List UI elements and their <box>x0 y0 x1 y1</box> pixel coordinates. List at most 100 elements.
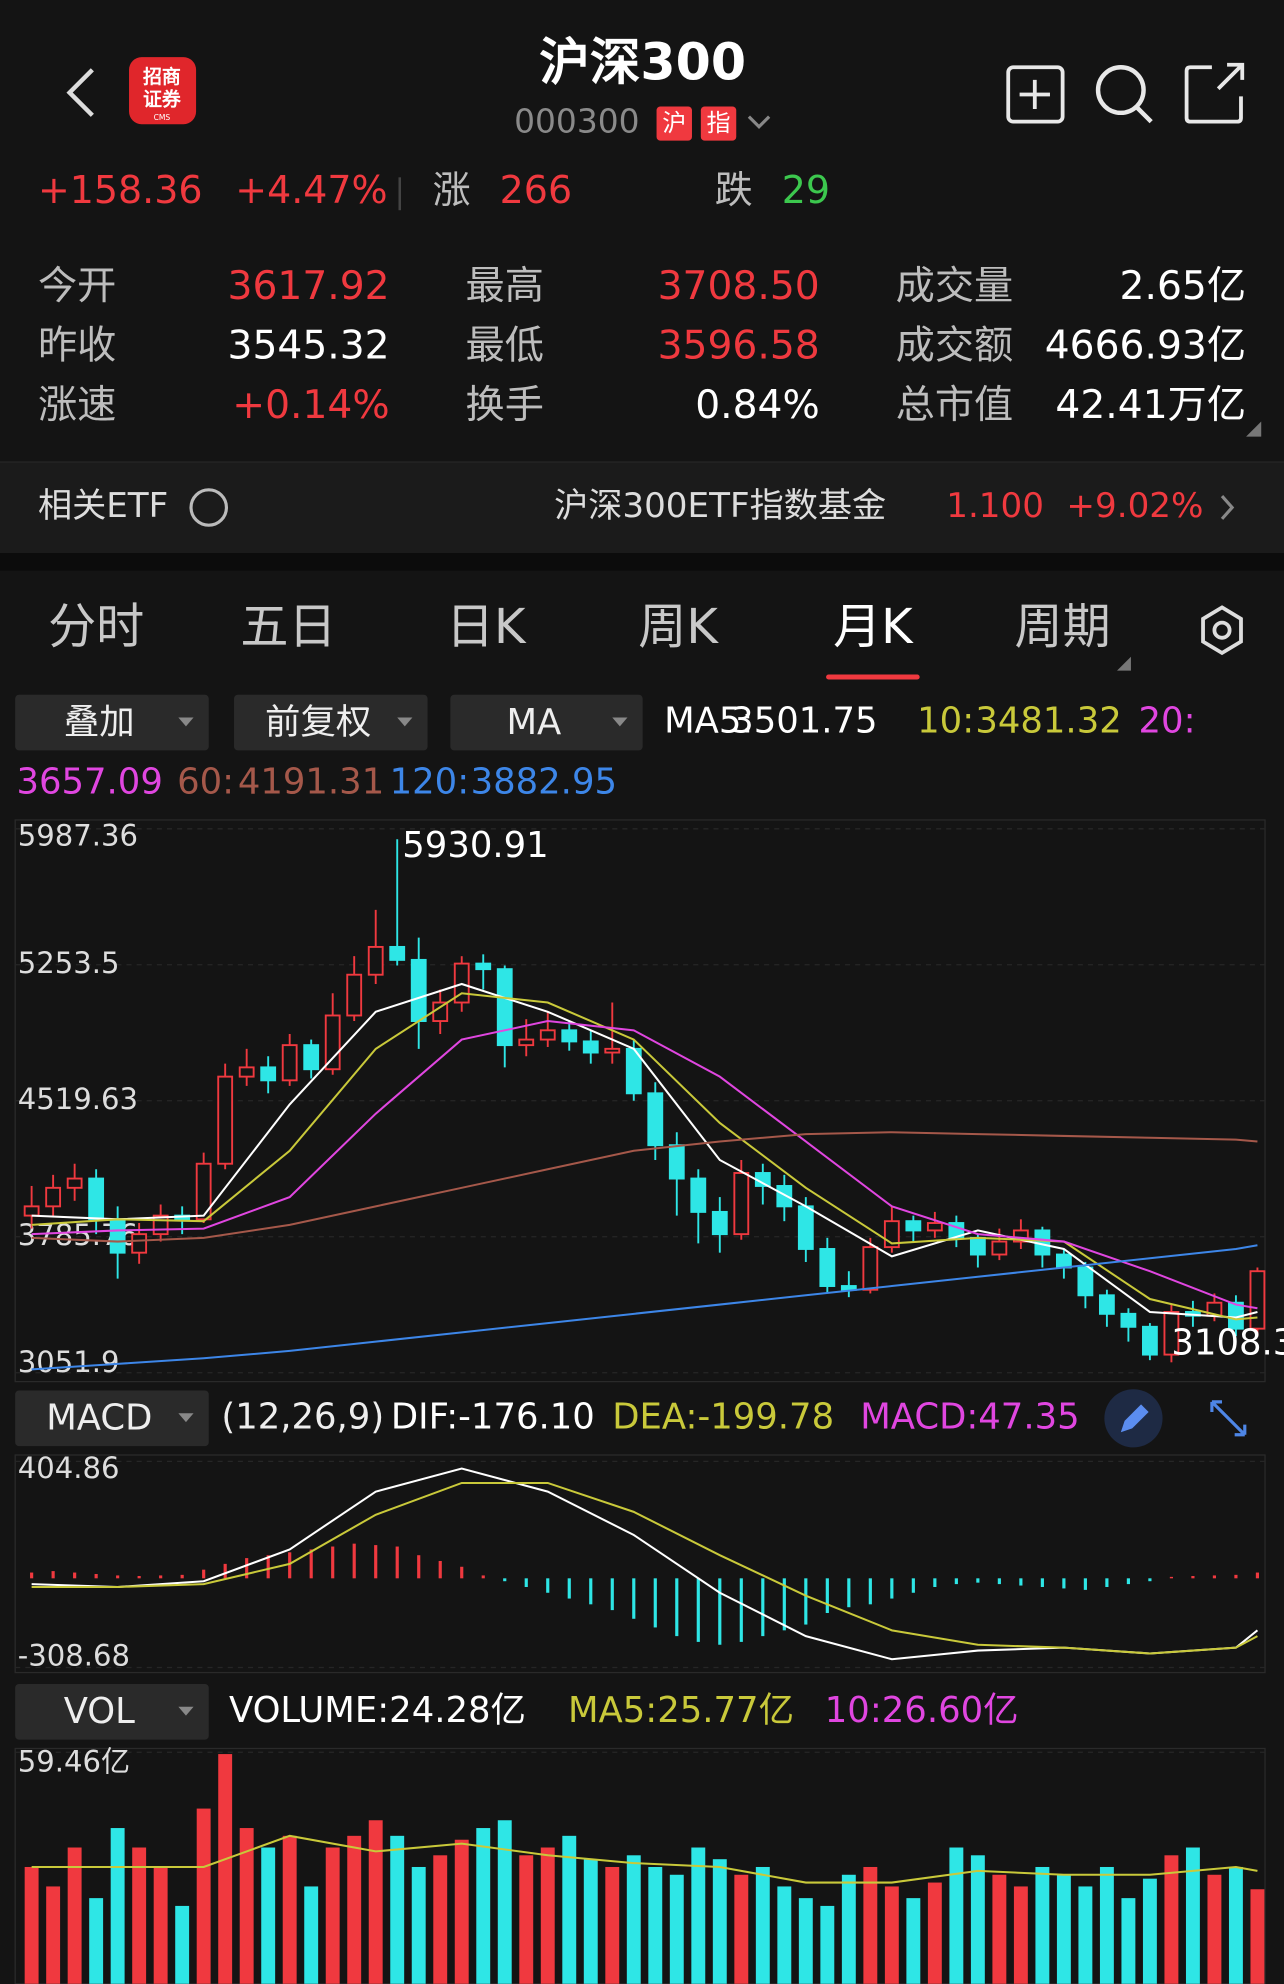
stat-value: +0.14% <box>232 383 389 428</box>
volume-bar <box>1250 1889 1265 1984</box>
dropdown[interactable] <box>15 1390 209 1447</box>
section-gap <box>0 553 1284 571</box>
ma-label: MA5: <box>664 701 753 742</box>
etf-percent: +9.02% <box>1066 486 1203 526</box>
volume-readout: 10:26.60亿 <box>825 1690 1019 1731</box>
tab[interactable]: 日K <box>446 599 527 655</box>
candle-body <box>647 1092 664 1147</box>
volume-bar <box>1228 1866 1243 1984</box>
stat-value: 2.65亿 <box>1120 264 1247 309</box>
volume-bar <box>884 1886 899 1984</box>
candle-body <box>260 1066 277 1082</box>
back-icon[interactable] <box>66 68 94 117</box>
dropdown-arrow <box>397 717 413 727</box>
ma-value: 4191.31 <box>238 761 384 802</box>
add-icon[interactable] <box>1006 65 1065 124</box>
volume-bar <box>906 1898 921 1984</box>
etf-arrow[interactable] <box>1220 495 1235 520</box>
y-tick-label: 59.46亿 <box>18 1745 130 1779</box>
candle-body <box>496 968 513 1047</box>
search-icon[interactable] <box>1095 65 1153 124</box>
code-dropdown-icon[interactable] <box>747 115 771 129</box>
volume-bar <box>841 1874 856 1984</box>
candle-body <box>195 1162 212 1221</box>
readout-label: DIF: <box>391 1396 458 1437</box>
candle-body <box>432 1001 449 1022</box>
ma-line <box>31 992 1258 1321</box>
down-count: 29 <box>782 168 830 212</box>
readout-value: -199.78 <box>697 1396 834 1437</box>
percent-change: +4.47% <box>235 168 387 212</box>
candle-body <box>367 945 384 976</box>
stat-label: 最高 <box>466 264 544 309</box>
readout-value: 26.60亿 <box>882 1690 1019 1731</box>
tab[interactable]: 周K <box>638 599 719 655</box>
volume-bar <box>239 1828 254 1984</box>
dea-line <box>31 1481 1258 1655</box>
volume-bar <box>390 1835 405 1984</box>
fullscreen-icon[interactable] <box>1210 1400 1247 1437</box>
page-title: 沪深300 <box>539 33 746 92</box>
stat-label: 最低 <box>466 324 544 369</box>
ma-label: 10: <box>917 701 974 742</box>
volume-bar <box>691 1847 706 1984</box>
tab[interactable]: 分时 <box>48 599 144 655</box>
ma-line <box>31 1131 1258 1243</box>
logo[interactable] <box>129 57 197 125</box>
volume-bar <box>325 1847 340 1984</box>
expand-corner[interactable] <box>1246 421 1262 437</box>
dropdown-label: VOL <box>64 1691 135 1732</box>
volume-bar <box>540 1847 555 1984</box>
volume-bar <box>1121 1898 1136 1984</box>
macd-readout: DEA:-199.78 <box>612 1396 834 1437</box>
volume-bar <box>1013 1886 1028 1984</box>
volume-bar <box>970 1855 985 1984</box>
help-icon[interactable] <box>189 488 229 527</box>
ma-line <box>31 1020 1258 1310</box>
stat-label: 换手 <box>466 383 544 428</box>
ma-line <box>31 982 1258 1319</box>
volume-bar <box>1185 1847 1200 1984</box>
candle-body <box>776 1185 793 1208</box>
stat-label: 成交额 <box>896 324 1014 369</box>
y-tick-label: 5253.5 <box>18 946 120 980</box>
dropdown[interactable] <box>15 1683 209 1740</box>
volume-bar <box>347 1835 362 1984</box>
volume-bar <box>411 1866 426 1984</box>
volume-bar <box>927 1882 942 1984</box>
volume-bar <box>1056 1874 1071 1984</box>
readout-label: DEA: <box>612 1396 697 1437</box>
volume-bar <box>497 1820 512 1984</box>
candle-body <box>109 1218 126 1254</box>
dropdown[interactable] <box>450 694 643 751</box>
stat-value: 42.41万亿 <box>1055 383 1246 428</box>
volume-bar <box>519 1855 534 1984</box>
dropdown-label: 叠加 <box>64 702 135 743</box>
settings-icon[interactable] <box>1201 605 1243 656</box>
ma-label: 120: <box>390 761 470 802</box>
ma-value: 3882.95 <box>471 761 617 802</box>
volume-bar <box>798 1898 813 1984</box>
volume-bar <box>626 1855 641 1984</box>
share-icon[interactable] <box>1184 62 1245 124</box>
market-tag-text: 沪 <box>662 109 686 137</box>
tab[interactable]: 周期 <box>1015 599 1111 655</box>
stat-value: 4666.93亿 <box>1045 324 1246 369</box>
dropdown[interactable] <box>15 694 209 751</box>
readout-label: VOLUME: <box>229 1690 389 1731</box>
volume-bar <box>46 1886 61 1984</box>
volume-bar <box>648 1866 663 1984</box>
tab[interactable]: 月K <box>833 599 914 655</box>
dropdown[interactable] <box>234 694 428 751</box>
candle-body <box>1249 1270 1266 1330</box>
volume-readout: MA5:25.77亿 <box>568 1690 794 1731</box>
volume-bar <box>605 1866 620 1984</box>
etf-band[interactable] <box>0 461 1284 554</box>
candle-body <box>1055 1253 1072 1269</box>
tab[interactable]: 五日 <box>240 599 336 655</box>
readout-value: -176.10 <box>458 1396 595 1437</box>
candle-body <box>475 962 492 971</box>
volume-bar <box>949 1847 964 1984</box>
volume-bar <box>1078 1886 1093 1984</box>
